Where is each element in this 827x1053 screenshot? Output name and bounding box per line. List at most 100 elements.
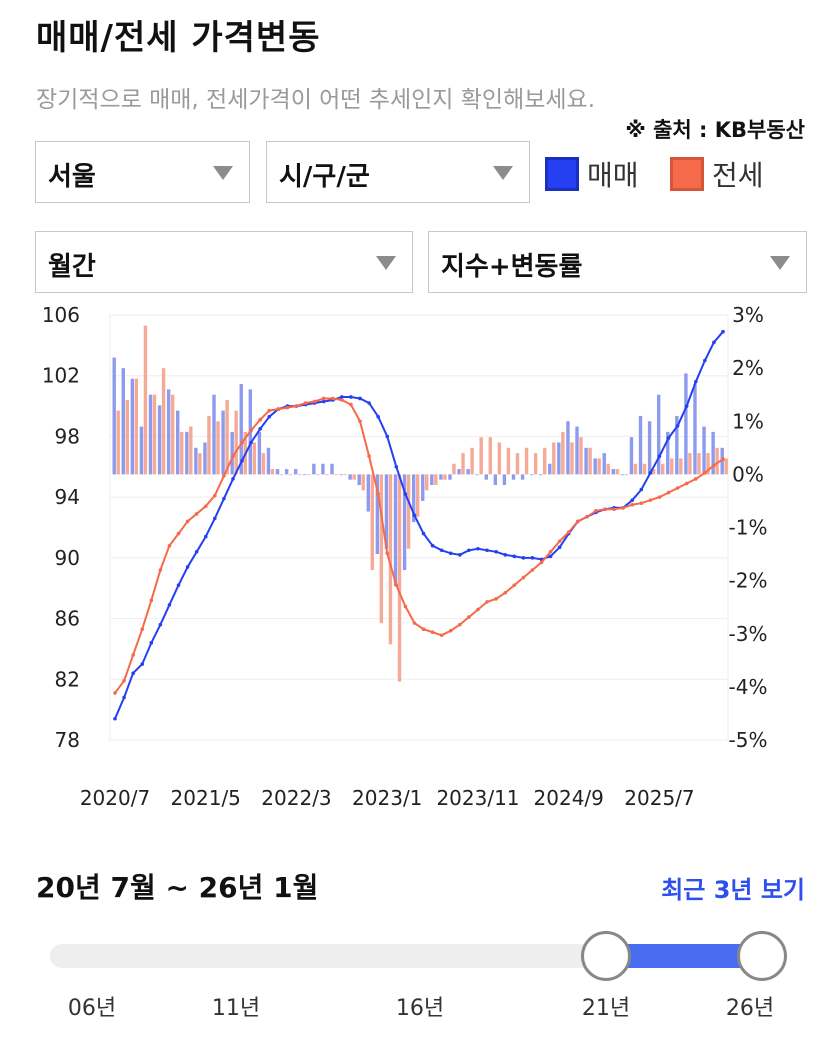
bar-sale-rate (584, 447, 588, 475)
point-jeonse (358, 419, 362, 424)
point-sale (167, 603, 172, 607)
period-select-label: 월간 (48, 252, 96, 282)
point-sale (122, 695, 126, 700)
bar-sale-rate (266, 447, 271, 475)
point-sale (340, 395, 344, 399)
bar-sale-rate (702, 426, 706, 475)
bar-jeonse-rate (660, 463, 665, 475)
bar-sale-rate (284, 469, 289, 475)
point-jeonse (394, 583, 399, 587)
bar-jeonse-rate (261, 453, 266, 475)
bar-jeonse-rate (715, 447, 719, 475)
point-jeonse (249, 428, 253, 433)
point-jeonse (557, 539, 562, 543)
bar-jeonse-rate (279, 474, 284, 476)
bar-jeonse-rate (434, 474, 438, 485)
bar-sale-rate (448, 474, 452, 480)
range-slider-start-handle[interactable] (581, 931, 631, 981)
legend-swatch-jeonse (670, 157, 704, 191)
metric-select[interactable]: 지수+변동률 (428, 231, 807, 293)
bar-jeonse-rate (461, 453, 465, 475)
point-sale (149, 641, 154, 645)
bar-jeonse-rate (479, 437, 483, 475)
bar-jeonse-rate (370, 474, 374, 570)
point-jeonse (185, 519, 190, 524)
source-note: ※ 출처 : KB부동산 (625, 118, 805, 142)
point-jeonse (712, 463, 716, 468)
point-sale (693, 379, 698, 384)
point-sale (521, 556, 526, 560)
point-jeonse (367, 454, 371, 458)
y-right-tick-label: -1% (729, 516, 768, 540)
region-select[interactable]: 서울 (35, 141, 250, 203)
recent-3-years-button[interactable]: 최근 3년 보기 (661, 876, 805, 904)
point-jeonse (113, 691, 117, 695)
range-tick: 11년 (211, 996, 261, 1021)
bar-jeonse-rate (361, 474, 365, 491)
bar-jeonse-rate (651, 469, 656, 475)
bar-sale-rate (666, 431, 670, 475)
point-sale (684, 404, 689, 408)
y-left-tick-label: 90 (55, 546, 80, 570)
bar-jeonse-rate (570, 442, 574, 475)
point-jeonse (203, 504, 208, 509)
bar-jeonse-rate (116, 410, 120, 475)
range-tick: 16년 (395, 996, 445, 1021)
point-sale (476, 546, 480, 551)
bar-sale-rate (493, 474, 498, 485)
bar-sale-rate (421, 474, 425, 501)
bar-sale-rate (711, 431, 715, 475)
legend-item-sale[interactable]: 매매 (545, 154, 639, 194)
point-jeonse (639, 501, 644, 506)
range-slider-end-handle[interactable] (737, 931, 787, 981)
point-jeonse (566, 530, 571, 534)
point-sale (249, 440, 253, 445)
bar-sale-rate (157, 405, 162, 475)
point-jeonse (421, 627, 426, 631)
page-subtitle: 장기적으로 매매, 전세가격이 어떤 추세인지 확인해보세요. (36, 87, 596, 113)
point-sale (503, 553, 508, 557)
point-jeonse (194, 512, 199, 516)
point-jeonse (285, 405, 290, 410)
chevron-down-icon (770, 256, 790, 270)
legend-item-jeonse[interactable]: 전세 (670, 154, 764, 194)
bar-jeonse-rate (425, 474, 429, 491)
bar-jeonse-rate (506, 447, 511, 475)
bar-sale-rate (693, 384, 697, 475)
bar-sale-rate (602, 453, 606, 475)
point-jeonse (439, 633, 444, 638)
point-jeonse (131, 653, 135, 657)
point-jeonse (412, 621, 417, 625)
bar-jeonse-rate (524, 447, 529, 475)
point-jeonse (167, 543, 172, 548)
bar-jeonse-rate (533, 453, 538, 475)
point-jeonse (521, 575, 526, 580)
point-sale (131, 671, 135, 676)
bar-jeonse-rate (270, 469, 275, 475)
bar-jeonse-rate (334, 474, 338, 476)
bar-sale-rate (185, 431, 189, 475)
bar-sale-rate (275, 469, 280, 475)
bar-sale-rate (548, 463, 552, 475)
bar-jeonse-rate (316, 474, 320, 476)
bar-sale-rate (402, 474, 407, 570)
bar-jeonse-rate (252, 442, 257, 475)
point-sale (403, 492, 408, 496)
bar-jeonse-rate (688, 453, 692, 475)
point-sale (358, 396, 362, 401)
district-select-label: 시/구/군 (279, 162, 370, 192)
bar-sale-rate (194, 447, 198, 475)
point-jeonse (485, 600, 489, 604)
point-jeonse (222, 474, 226, 478)
bar-sale-rate (411, 474, 416, 523)
y-right-tick-label: 2% (732, 356, 764, 380)
period-select[interactable]: 월간 (35, 231, 413, 293)
point-sale (421, 531, 426, 536)
point-jeonse (312, 399, 317, 404)
bar-sale-rate (611, 469, 616, 475)
district-select[interactable]: 시/구/군 (266, 141, 530, 203)
y-right-tick-label: 0% (732, 462, 764, 486)
y-right-tick-label: -2% (729, 569, 768, 593)
point-sale (194, 549, 199, 554)
range-tick: 26년 (725, 996, 775, 1021)
